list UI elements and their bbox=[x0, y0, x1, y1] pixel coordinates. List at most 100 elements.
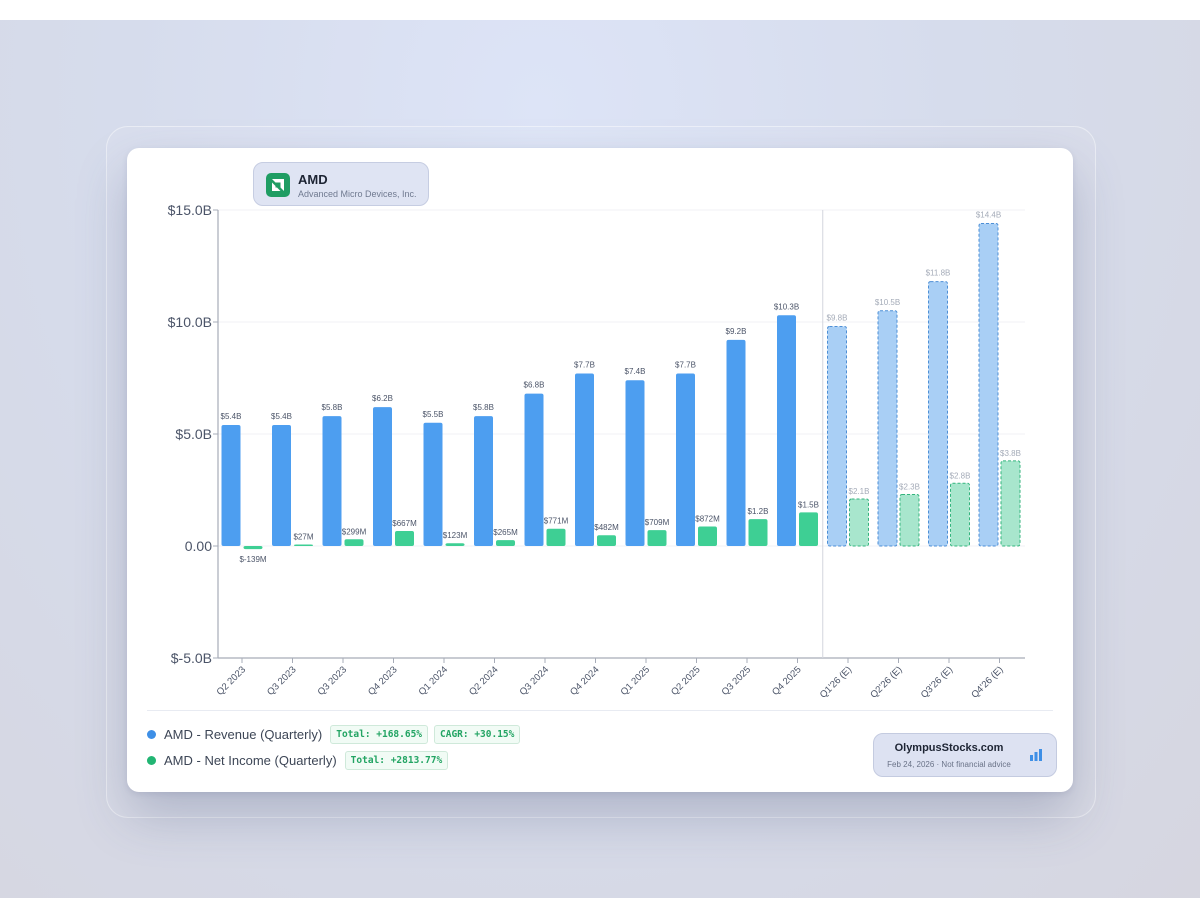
net-income-value-label: $482M bbox=[594, 523, 619, 532]
revenue-bar bbox=[676, 373, 695, 546]
revenue-total-badge: Total: +168.65% bbox=[330, 724, 429, 744]
revenue-bar bbox=[373, 407, 392, 546]
net-income-value-label: $265M bbox=[493, 528, 518, 537]
net-income-bar bbox=[395, 531, 414, 546]
net-income-bar bbox=[799, 512, 818, 546]
net-income-value-label: $1.2B bbox=[748, 507, 769, 516]
revenue-value-label: $5.5B bbox=[423, 410, 444, 419]
net-income-bar bbox=[496, 540, 515, 546]
revenue-value-label: $5.4B bbox=[271, 412, 292, 421]
bar-chart-icon bbox=[1030, 749, 1042, 761]
revenue-cagr-badge: CAGR: +30.15% bbox=[434, 724, 521, 744]
revenue-bar bbox=[827, 325, 847, 547]
revenue-bar bbox=[474, 416, 493, 546]
revenue-value-label: $5.8B bbox=[322, 403, 343, 412]
net-income-bar bbox=[647, 530, 667, 546]
net-income-bar bbox=[849, 498, 869, 547]
revenue-legend-label: AMD - Revenue (Quarterly) bbox=[164, 726, 323, 742]
revenue-bar bbox=[726, 339, 746, 546]
chart-card: $15.0B $10.0B $5.0B 0.00 $-5.0B $5.4B $-139M Q2… bbox=[127, 148, 1073, 792]
revenue-value-label: $11.8B bbox=[926, 269, 951, 278]
x-tick-label: Q3 2025 bbox=[720, 664, 754, 698]
watermark-site: OlympusStocks.com bbox=[894, 742, 1004, 754]
net-income-bar bbox=[546, 528, 566, 546]
net-income-value-label: $-139M bbox=[239, 555, 266, 564]
net-income-value-label: $299M bbox=[342, 527, 367, 536]
revenue-bar bbox=[777, 315, 796, 546]
revenue-value-label: $7.7B bbox=[574, 361, 595, 370]
company-badge: AMD Advanced Micro Devices, Inc. bbox=[253, 162, 429, 206]
revenue-value-label: $14.4B bbox=[976, 210, 1001, 219]
x-tick-label: Q3 2023 bbox=[265, 664, 299, 698]
revenue-value-label: $10.5B bbox=[875, 298, 900, 307]
revenue-legend-dot bbox=[147, 729, 156, 739]
net-income-bar bbox=[950, 482, 970, 547]
net-income-value-label: $2.1B bbox=[849, 487, 870, 496]
x-tick-label: Q1 2025 bbox=[619, 664, 653, 698]
legend-item-net-income[interactable]: AMD - Net Income (Quarterly) Total: +281… bbox=[147, 750, 454, 770]
y-tick-label: $-5.0B bbox=[171, 650, 212, 666]
revenue-bar bbox=[625, 380, 645, 546]
x-tick-label: Q1 2024 bbox=[417, 664, 451, 698]
net-income-value-label: $2.3B bbox=[899, 482, 920, 491]
net-income-value-label: $667M bbox=[392, 519, 417, 528]
x-tick-label: Q2 2025 bbox=[669, 664, 703, 698]
net-income-value-label: $709M bbox=[645, 518, 670, 527]
net-income-value-label: $2.8B bbox=[950, 471, 971, 480]
x-tick-label: Q2'26 (E) bbox=[868, 664, 904, 700]
x-tick-label: Q3'26 (E) bbox=[919, 664, 955, 700]
watermark-note: Feb 24, 2026 · Not financial advice bbox=[887, 760, 1011, 769]
bar-chart: $15.0B $10.0B $5.0B 0.00 $-5.0B $5.4B $-139M Q2… bbox=[168, 202, 1025, 701]
x-tick-label: Q3 2024 bbox=[518, 664, 552, 698]
net-income-bar bbox=[445, 543, 465, 546]
revenue-value-label: $7.4B bbox=[625, 367, 646, 376]
net-income-value-label: $27M bbox=[293, 533, 313, 542]
y-tick-label: $5.0B bbox=[175, 426, 212, 442]
y-tick-label: $10.0B bbox=[168, 314, 212, 330]
net-income-value-label: $123M bbox=[443, 531, 468, 540]
net-income-total-badge: Total: +2813.77% bbox=[344, 750, 449, 770]
net-income-bar bbox=[698, 526, 717, 546]
net-income-bar bbox=[748, 519, 768, 546]
x-tick-label: Q4 2023 bbox=[366, 664, 400, 698]
x-tick-label: Q4'26 (E) bbox=[969, 664, 1005, 700]
net-income-bar bbox=[294, 544, 313, 546]
revenue-bar bbox=[575, 373, 594, 546]
revenue-value-label: $5.4B bbox=[221, 412, 242, 421]
net-income-legend-dot bbox=[147, 755, 156, 765]
y-tick-label: $15.0B bbox=[168, 202, 212, 218]
x-tick-label: Q3 2023 bbox=[316, 664, 350, 698]
page-background: $15.0B $10.0B $5.0B 0.00 $-5.0B $5.4B $-139M Q2… bbox=[0, 20, 1200, 898]
revenue-bar bbox=[272, 425, 291, 546]
x-tick-label: Q2 2023 bbox=[215, 664, 249, 698]
revenue-bar bbox=[877, 310, 898, 547]
revenue-value-label: $6.8B bbox=[524, 381, 545, 390]
net-income-bar bbox=[1000, 460, 1021, 547]
net-income-bar bbox=[899, 493, 920, 547]
company-name: Advanced Micro Devices, Inc. bbox=[298, 189, 417, 199]
revenue-bar bbox=[978, 222, 999, 547]
net-income-bar bbox=[344, 539, 364, 546]
revenue-bar bbox=[423, 422, 443, 546]
revenue-value-label: $7.7B bbox=[675, 361, 696, 370]
revenue-value-label: $9.2B bbox=[726, 327, 747, 336]
revenue-value-label: $6.2B bbox=[372, 394, 393, 403]
x-tick-label: Q4 2024 bbox=[568, 664, 602, 698]
amd-logo-icon bbox=[266, 173, 290, 197]
company-ticker: AMD bbox=[298, 172, 328, 187]
y-tick-label: 0.00 bbox=[185, 538, 212, 554]
net-income-value-label: $3.8B bbox=[1000, 449, 1021, 458]
legend-item-revenue[interactable]: AMD - Revenue (Quarterly) Total: +168.65… bbox=[147, 724, 526, 744]
net-income-value-label: $872M bbox=[695, 514, 720, 523]
legend-divider bbox=[147, 710, 1053, 711]
revenue-value-label: $10.3B bbox=[774, 302, 799, 311]
revenue-value-label: $5.8B bbox=[473, 403, 494, 412]
net-income-bar bbox=[243, 546, 263, 550]
x-tick-label: Q1'26 (E) bbox=[818, 664, 854, 700]
net-income-value-label: $771M bbox=[544, 517, 569, 526]
revenue-value-label: $9.8B bbox=[827, 313, 848, 322]
net-income-value-label: $1.5B bbox=[798, 500, 819, 509]
x-tick-label: Q4 2025 bbox=[770, 664, 804, 698]
watermark-badge: OlympusStocks.com Feb 24, 2026 · Not fin… bbox=[873, 733, 1057, 777]
revenue-bar bbox=[524, 393, 544, 546]
